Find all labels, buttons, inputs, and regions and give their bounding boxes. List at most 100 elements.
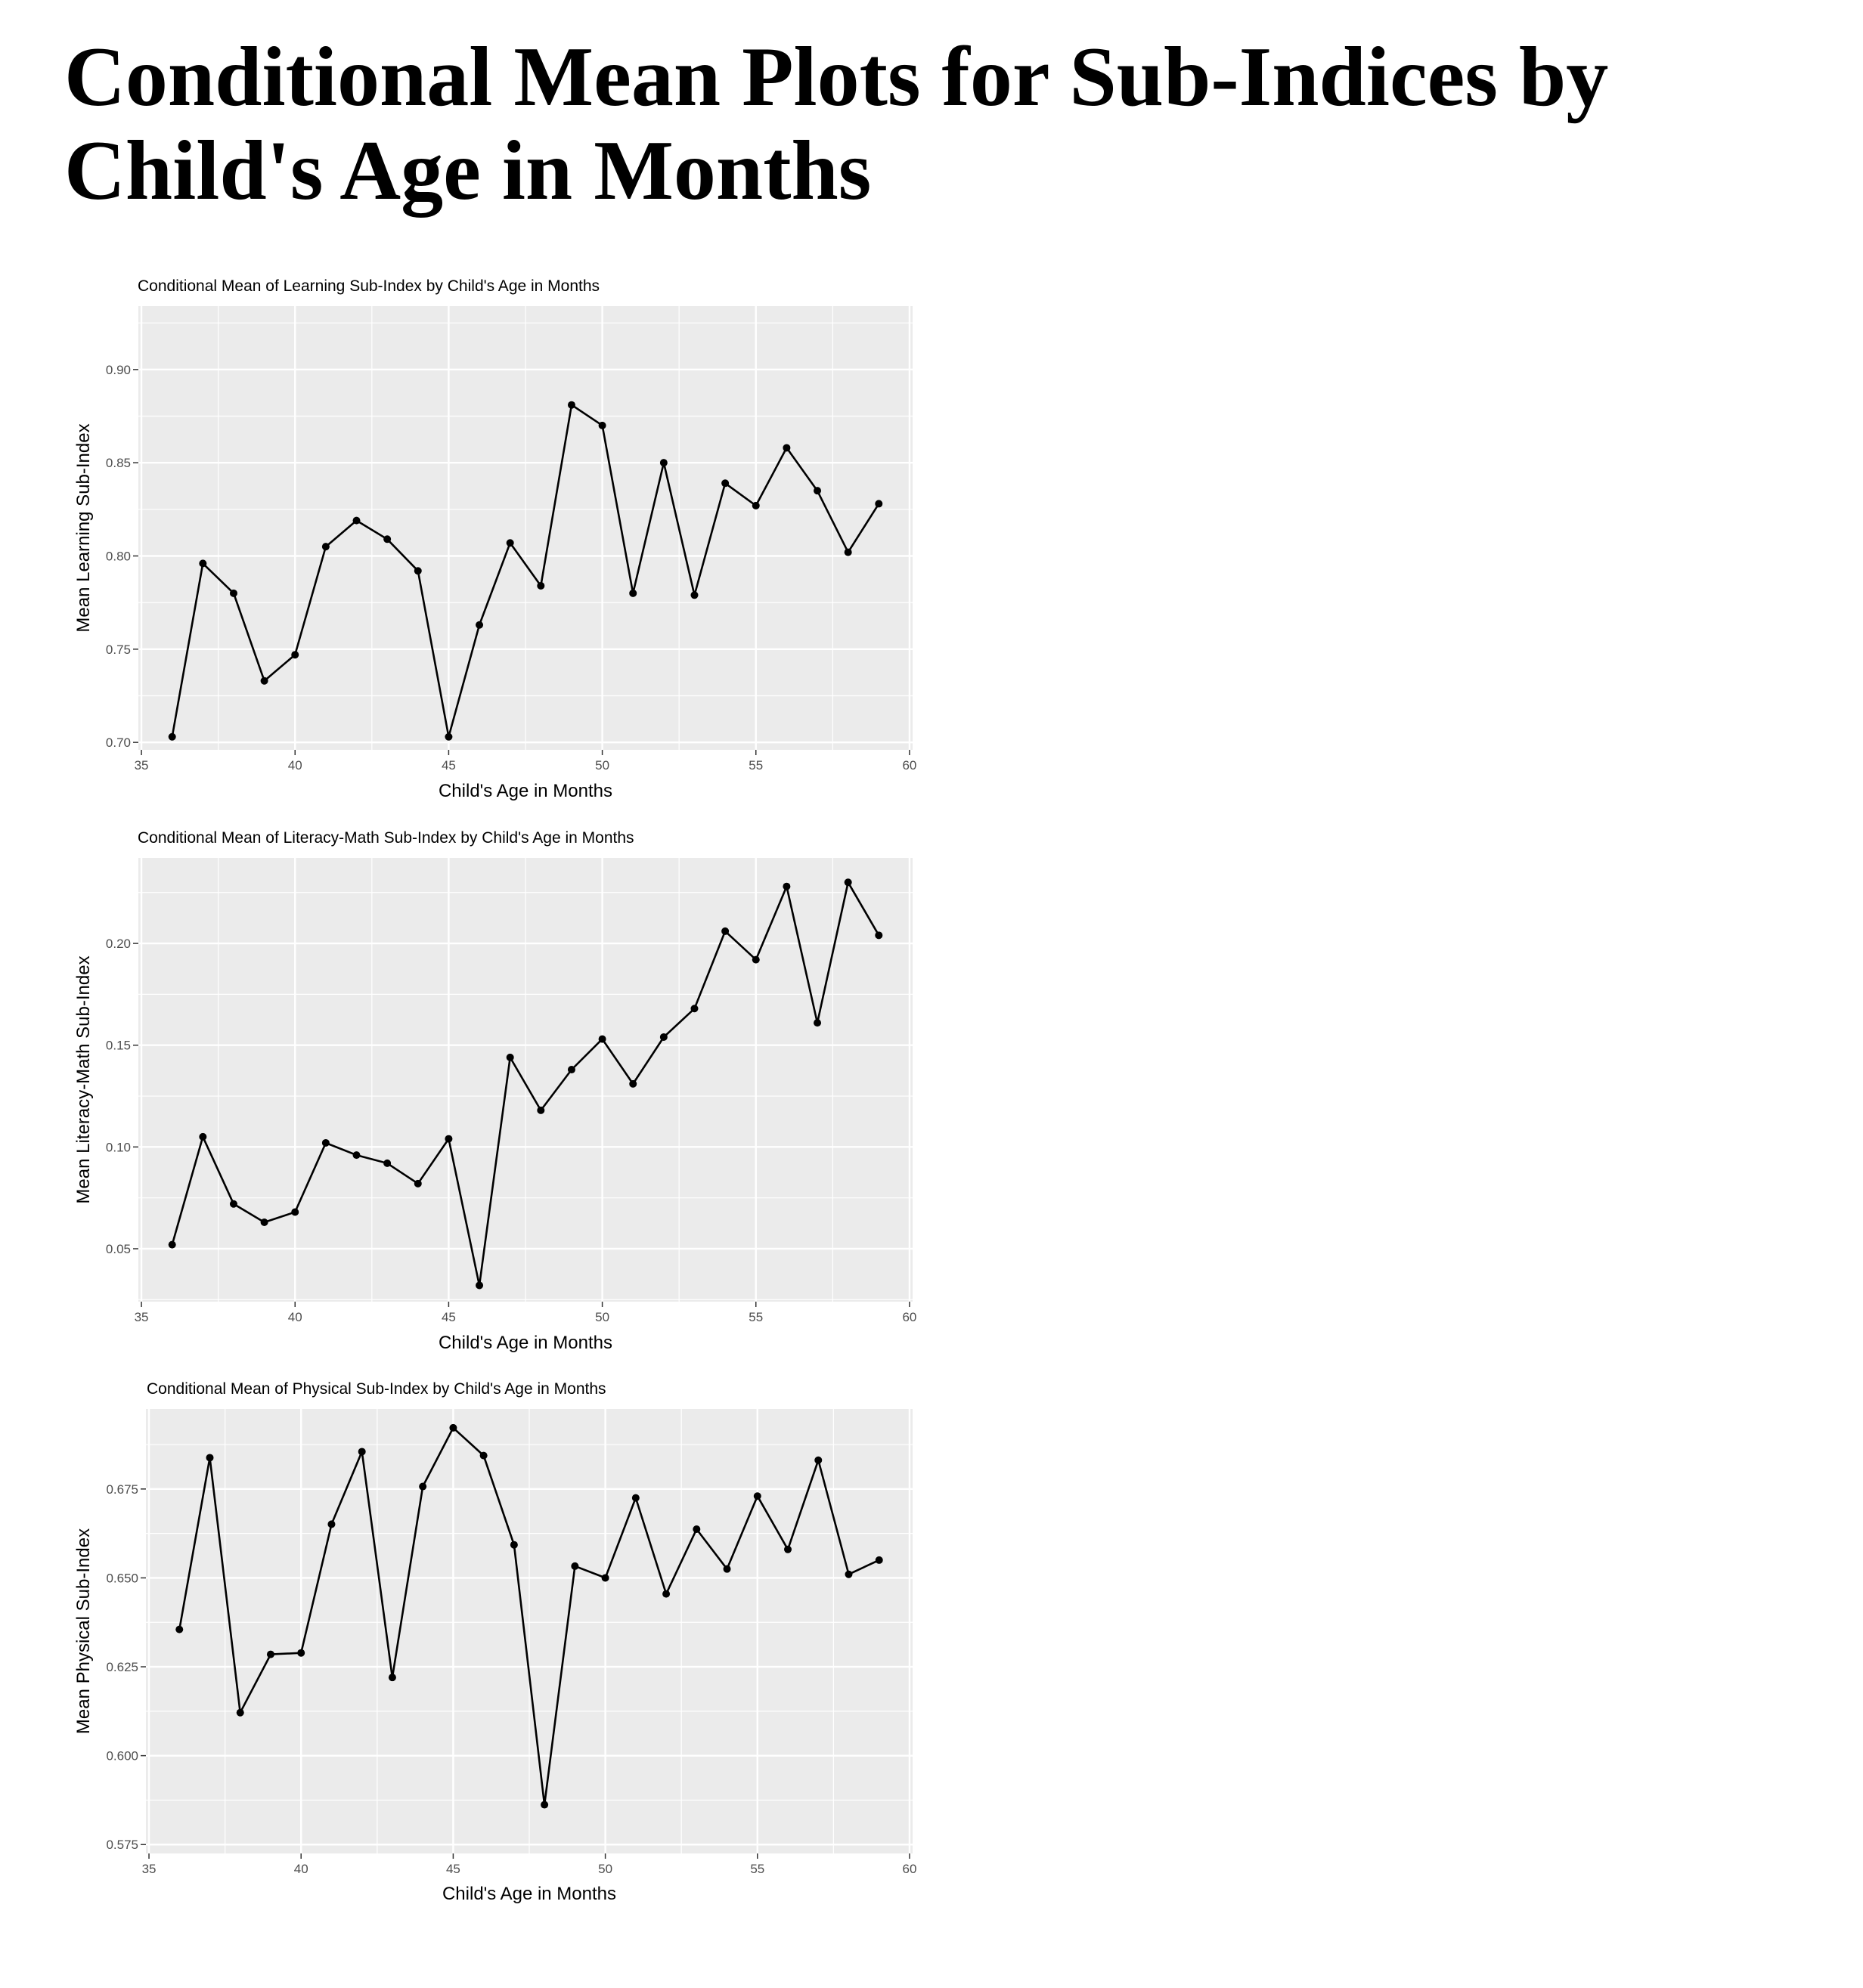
data-point [236,1708,244,1717]
x-tick-label: 50 [595,758,609,773]
y-axis-label: Mean Learning Sub-Index [73,423,94,632]
data-point [875,1556,883,1564]
y-tick-label: 0.75 [106,643,131,657]
data-point [875,500,883,508]
data-point [352,516,361,525]
data-point [845,1570,853,1578]
x-tick-label: 40 [288,1310,302,1324]
learning-chart: Conditional Mean of Learning Sub-Index b… [73,277,916,801]
data-point [814,1019,822,1027]
series-line [171,881,880,1287]
data-point [752,955,760,964]
data-point [449,1423,457,1432]
data-point [199,559,207,568]
data-point [168,732,176,741]
data-point [659,1033,668,1041]
y-tick-label: 0.625 [106,1660,138,1674]
data-point [327,1520,336,1528]
data-point [476,621,484,629]
data-point [383,535,392,543]
data-point [388,1674,396,1682]
data-point [571,1562,579,1570]
data-point [598,1035,606,1043]
y-tick-label: 0.600 [106,1749,138,1763]
data-point [844,878,852,887]
data-point [567,1066,575,1074]
data-point [352,1151,361,1160]
data-point [598,421,606,429]
literacy-math-chart: Conditional Mean of Literacy-Math Sub-In… [73,829,916,1353]
x-axis-label: Child's Age in Months [439,1333,612,1353]
data-point [537,1106,545,1114]
data-point [383,1159,392,1167]
data-point [601,1574,609,1582]
x-tick-label: 55 [749,758,763,773]
chart-title: Conditional Mean of Learning Sub-Index b… [138,277,600,295]
y-tick-label: 0.15 [106,1039,131,1053]
chart-title: Conditional Mean of Physical Sub-Index b… [147,1380,606,1398]
data-point [753,1492,761,1500]
x-axis-label: Child's Age in Months [442,1884,616,1904]
data-point [445,732,453,741]
data-point [629,589,637,597]
x-tick-label: 60 [903,1862,917,1876]
data-point [723,1565,731,1573]
data-point [690,1005,699,1013]
data-point [419,1482,427,1491]
x-tick-label: 60 [902,1310,916,1324]
data-point [721,927,730,935]
data-point [537,581,545,590]
data-point [814,1456,823,1464]
y-tick-label: 0.85 [106,456,131,470]
data-point [445,1135,453,1143]
y-tick-label: 0.70 [106,735,131,750]
data-point [260,677,268,685]
data-point [752,501,760,509]
data-point [875,931,883,940]
data-point [567,401,575,409]
data-point [414,1179,422,1188]
data-point [721,479,730,488]
data-point [321,543,330,551]
y-tick-label: 0.05 [106,1242,131,1256]
y-tick-label: 0.10 [106,1140,131,1154]
x-axis-label: Child's Age in Months [439,781,612,801]
data-point [783,882,791,890]
data-point [662,1590,671,1598]
data-point [784,1545,792,1553]
data-point [291,1208,299,1216]
x-tick-label: 45 [442,758,456,773]
series-line [178,1426,880,1806]
y-tick-label: 0.80 [106,549,131,563]
x-tick-label: 35 [135,758,149,773]
data-point [358,1448,366,1456]
data-point [476,1281,484,1290]
data-point [510,1541,518,1549]
x-tick-label: 35 [142,1862,157,1876]
data-point [291,651,299,659]
y-tick-label: 0.650 [106,1571,138,1585]
data-point [690,591,699,599]
data-point [229,1200,237,1208]
y-axis-label: Mean Physical Sub-Index [73,1528,94,1734]
x-tick-label: 50 [598,1862,612,1876]
x-tick-label: 50 [595,1310,609,1324]
data-point [783,444,791,452]
x-tick-label: 55 [750,1862,764,1876]
y-tick-label: 0.20 [106,937,131,951]
page-title: Conditional Mean Plots for Sub-Indices b… [64,30,1609,218]
data-point [541,1801,549,1809]
data-point [631,1494,640,1502]
y-axis-label: Mean Literacy-Math Sub-Index [73,955,94,1203]
chart-title: Conditional Mean of Literacy-Math Sub-In… [138,829,634,847]
data-point [506,1053,514,1061]
x-tick-label: 45 [446,1862,460,1876]
data-point [814,487,822,495]
data-point [297,1649,305,1657]
x-tick-label: 40 [294,1862,308,1876]
data-point [844,548,852,556]
data-point [175,1625,184,1633]
x-tick-label: 55 [749,1310,763,1324]
x-tick-label: 45 [442,1310,456,1324]
data-point [168,1240,176,1249]
